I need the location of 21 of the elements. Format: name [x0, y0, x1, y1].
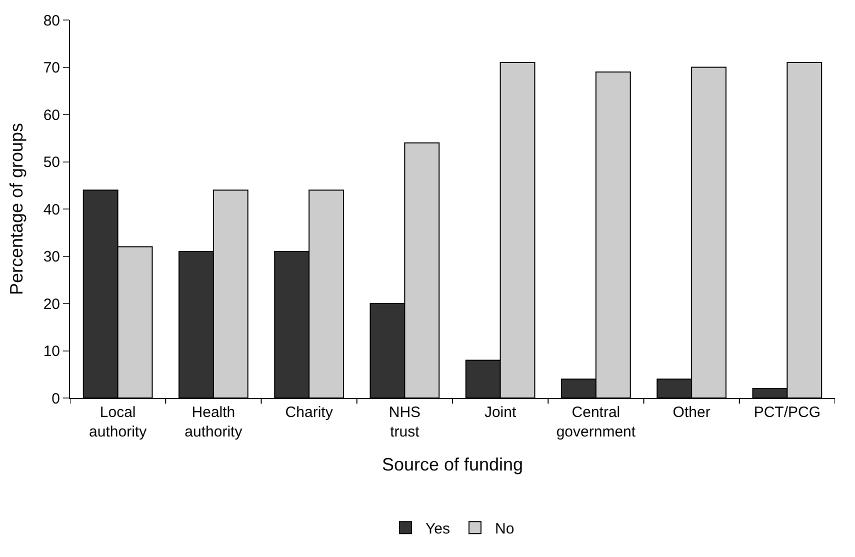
y-tick-label: 30 — [43, 248, 60, 266]
y-tick-label: 0 — [52, 390, 60, 408]
y-tick-label: 10 — [43, 343, 60, 360]
x-tick-label: Health authority — [184, 404, 243, 440]
y-tick-label: 50 — [43, 154, 60, 171]
x-tick-label: NHS trust — [388, 404, 421, 440]
x-tick-label: Central government — [556, 404, 636, 440]
y-tick-label: 20 — [43, 296, 60, 313]
x-tick-label: Joint — [484, 404, 517, 421]
x-axis-title: Source of funding — [382, 454, 524, 475]
y-tick-label: 70 — [43, 60, 60, 76]
y-axis-title: Percentage of groups — [6, 122, 27, 296]
x-tick-label: Local authority — [89, 404, 148, 440]
legend-label: No — [494, 520, 514, 538]
x-tick-label: Other — [672, 404, 710, 421]
x-tick-label: Charity — [285, 404, 334, 421]
legend-label: Yes — [426, 520, 450, 538]
y-tick-label: 60 — [43, 106, 60, 124]
y-tick-label: 80 — [43, 12, 60, 30]
y-tick-label: 40 — [43, 201, 60, 218]
x-tick-label: PCT/PCG — [754, 404, 821, 421]
